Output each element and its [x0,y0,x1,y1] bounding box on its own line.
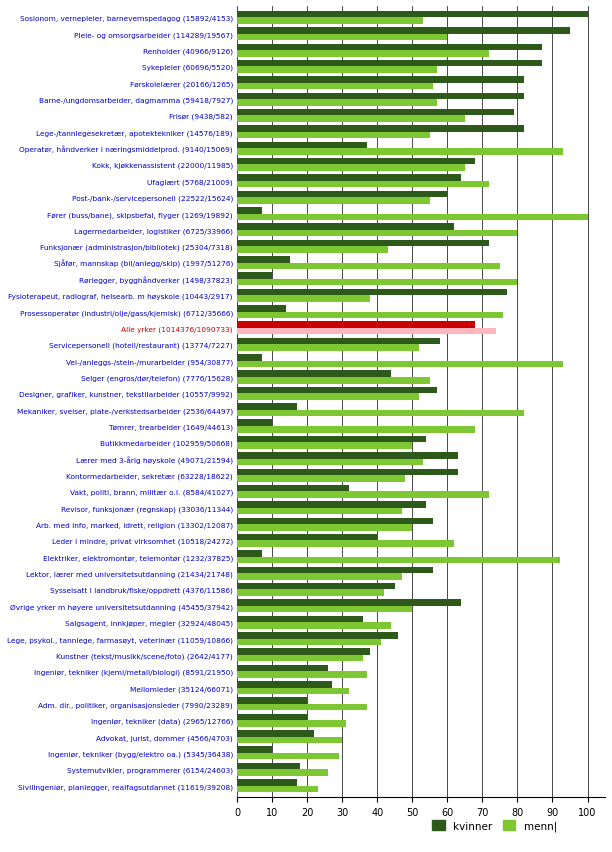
Legend: kvinner, menn|: kvinner, menn| [428,816,561,836]
Bar [237,698,307,704]
Bar [237,100,437,106]
Bar [237,769,328,776]
Bar [237,67,437,74]
Bar [237,388,437,394]
Bar [237,198,430,204]
Bar [237,149,563,156]
Bar [237,19,423,25]
Bar [237,606,412,613]
Bar [237,60,542,67]
Bar [237,158,476,165]
Bar [237,35,447,41]
Bar [237,133,430,139]
Bar [237,648,370,655]
Bar [237,616,364,623]
Bar [237,215,588,221]
Bar [237,780,297,786]
Bar [237,224,454,231]
Bar [237,763,300,769]
Bar [237,247,388,253]
Bar [237,312,504,319]
Bar [237,704,367,711]
Bar [237,296,370,302]
Bar [237,730,314,737]
Bar [237,737,342,743]
Bar [237,231,518,237]
Bar [237,714,307,721]
Bar [237,181,490,188]
Bar [237,256,289,263]
Bar [237,110,514,117]
Bar [237,345,419,351]
Bar [237,94,524,100]
Bar [237,176,461,181]
Bar [237,550,262,557]
Bar [237,279,518,286]
Bar [237,410,524,417]
Bar [237,623,391,629]
Bar [237,525,412,531]
Bar [237,126,524,133]
Bar [237,567,433,573]
Bar [237,534,377,541]
Bar [237,165,465,172]
Bar [237,682,332,688]
Bar [237,192,447,198]
Bar [237,371,391,377]
Bar [237,117,465,123]
Bar [237,475,405,482]
Bar [237,404,297,410]
Bar [237,518,433,525]
Bar [237,721,346,727]
Bar [237,665,328,671]
Bar [237,142,367,149]
Bar [237,83,433,90]
Bar [237,436,427,443]
Bar [237,590,384,596]
Bar [237,51,490,58]
Bar [237,573,402,580]
Bar [237,306,286,312]
Bar [237,290,507,296]
Bar [237,394,419,400]
Bar [237,632,398,639]
Bar [237,639,381,645]
Bar [237,753,338,760]
Bar [237,443,412,449]
Bar [237,377,430,384]
Bar [237,502,427,508]
Bar [237,655,364,662]
Bar [237,240,490,247]
Bar [237,263,500,270]
Bar [237,273,272,279]
Bar [237,427,476,433]
Bar [237,420,272,427]
Bar [237,508,402,515]
Bar [237,459,423,466]
Bar [237,12,588,19]
Bar [237,492,490,498]
Bar [237,746,272,753]
Bar [237,44,542,51]
Bar [237,452,458,459]
Bar [237,486,349,492]
Bar [237,361,563,368]
Bar [237,469,458,475]
Bar [237,329,496,335]
Bar [237,541,454,547]
Bar [237,78,524,83]
Bar [237,338,441,345]
Bar [237,584,395,590]
Bar [237,322,476,329]
Bar [237,688,349,694]
Bar [237,786,318,792]
Bar [237,208,262,215]
Bar [237,354,262,361]
Bar [237,600,461,606]
Bar [237,671,367,678]
Bar [237,28,570,35]
Bar [237,557,559,564]
